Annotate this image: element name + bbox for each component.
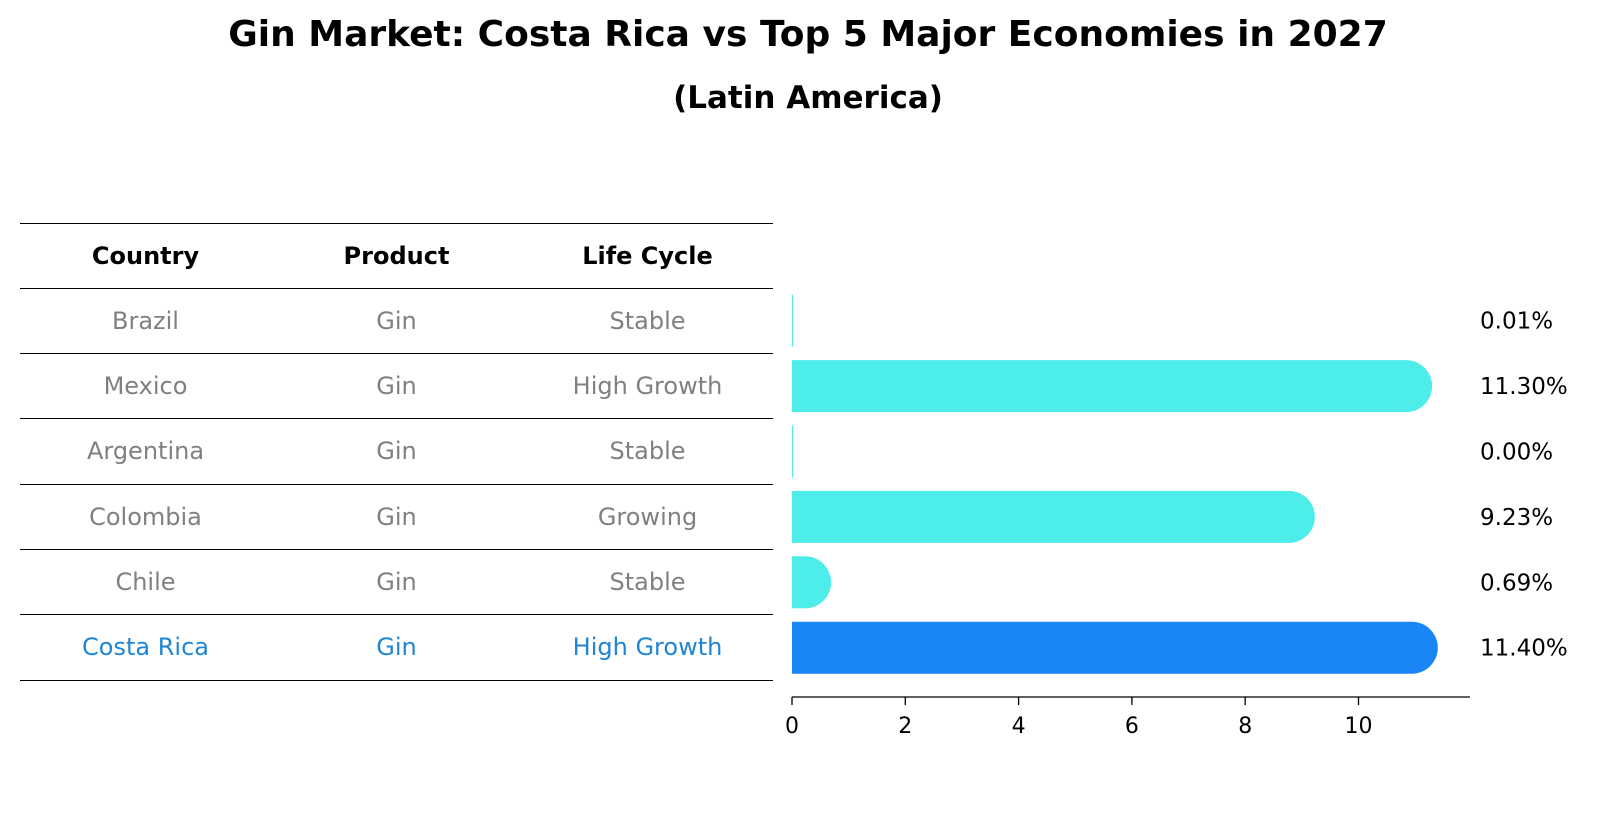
value-label: 0.01% bbox=[1480, 309, 1553, 335]
table-cell-country-highlight: Costa Rica bbox=[82, 633, 209, 661]
bar-costa-rica bbox=[792, 621, 1438, 674]
chart-subtitle: (Latin America) bbox=[673, 80, 943, 116]
table-rule bbox=[20, 353, 773, 354]
x-tick-label: 8 bbox=[1238, 714, 1252, 739]
bar-argentina bbox=[792, 425, 793, 478]
bar-mexico bbox=[792, 360, 1433, 413]
table-cell-life-cycle: Stable bbox=[609, 437, 686, 465]
table-cell-country: Argentina bbox=[86, 437, 205, 465]
table-rule bbox=[20, 288, 773, 289]
column-header-product: Product bbox=[343, 242, 450, 270]
value-label: 0.00% bbox=[1480, 440, 1553, 466]
table-rule bbox=[20, 418, 773, 419]
table-cell-life-cycle: Stable bbox=[609, 568, 686, 596]
table-rule bbox=[20, 484, 773, 485]
table-cell-life-cycle-highlight: High Growth bbox=[572, 633, 723, 661]
table-rule bbox=[20, 223, 773, 224]
bar-brazil bbox=[792, 294, 793, 347]
x-tick-label: 10 bbox=[1345, 714, 1373, 739]
x-tick-label: 4 bbox=[1012, 714, 1026, 739]
chart-title: Gin Market: Costa Rica vs Top 5 Major Ec… bbox=[228, 14, 1388, 55]
value-label: 9.23% bbox=[1480, 505, 1553, 531]
table-cell-product: Gin bbox=[376, 503, 417, 531]
table-cell-life-cycle: High Growth bbox=[572, 372, 723, 400]
table-cell-product-highlight: Gin bbox=[376, 633, 417, 661]
table-cell-life-cycle: Growing bbox=[597, 503, 698, 531]
table-cell-country: Brazil bbox=[112, 307, 179, 335]
x-tick-label: 6 bbox=[1125, 714, 1139, 739]
table-rule bbox=[20, 680, 773, 681]
table-cell-product: Gin bbox=[376, 437, 417, 465]
table-rule bbox=[20, 549, 773, 550]
table-cell-country: Chile bbox=[115, 568, 176, 596]
bar-chile bbox=[792, 556, 832, 609]
table-cell-product: Gin bbox=[376, 372, 417, 400]
x-tick-label: 0 bbox=[785, 714, 799, 739]
table-rule bbox=[20, 614, 773, 615]
table-cell-country: Colombia bbox=[89, 503, 202, 531]
table-cell-country: Mexico bbox=[103, 372, 188, 400]
value-label: 0.69% bbox=[1480, 570, 1553, 596]
bar-colombia bbox=[792, 490, 1315, 543]
table-cell-product: Gin bbox=[376, 307, 417, 335]
table-cell-life-cycle: Stable bbox=[609, 307, 686, 335]
table-cell-product: Gin bbox=[376, 568, 417, 596]
value-label: 11.30% bbox=[1480, 374, 1568, 400]
column-header-life-cycle: Life Cycle bbox=[582, 242, 713, 270]
column-header-country: Country bbox=[91, 242, 200, 270]
x-tick-label: 2 bbox=[898, 714, 912, 739]
value-label: 11.40% bbox=[1480, 636, 1568, 662]
